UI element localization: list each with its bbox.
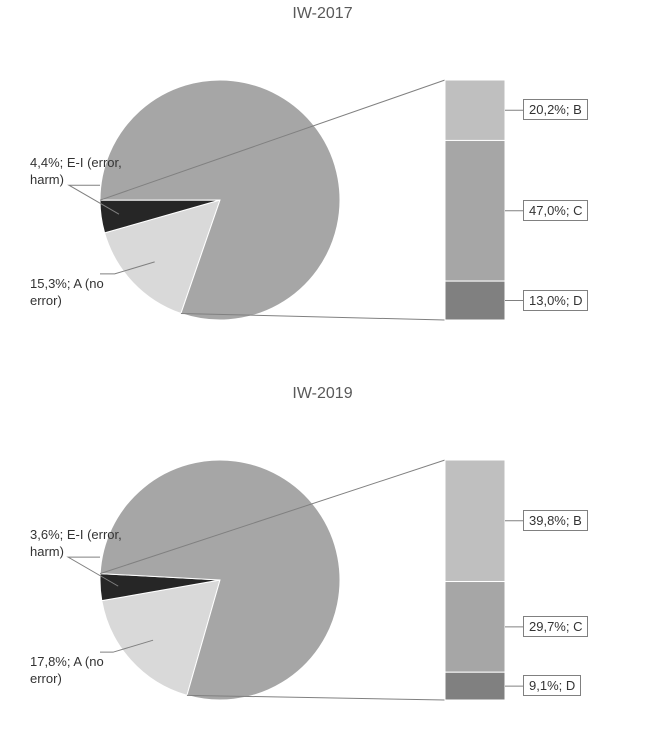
breakdown-seg-D <box>445 281 505 320</box>
breakdown-seg-C <box>445 140 505 281</box>
chart-title: IW-2019 <box>0 385 645 403</box>
breakdown-seg-C <box>445 582 505 673</box>
breakdown-label-B: 20,2%; B <box>523 99 588 120</box>
chart-0: IW-201715,3%; A (no error)4,4%; E-I (err… <box>0 0 645 370</box>
breakdown-label-C: 47,0%; C <box>523 200 588 221</box>
chart-1: IW-201917,8%; A (no error)3,6%; E-I (err… <box>0 380 645 750</box>
breakdown-label-B: 39,8%; B <box>523 510 588 531</box>
breakdown-seg-B <box>445 80 505 140</box>
breakdown-seg-B <box>445 460 505 582</box>
breakdown-label-D: 9,1%; D <box>523 675 581 696</box>
chart-svg <box>0 0 645 370</box>
breakdown-label-D: 13,0%; D <box>523 290 588 311</box>
breakdown-label-C: 29,7%; C <box>523 616 588 637</box>
chart-title: IW-2017 <box>0 5 645 23</box>
breakdown-seg-D <box>445 672 505 700</box>
